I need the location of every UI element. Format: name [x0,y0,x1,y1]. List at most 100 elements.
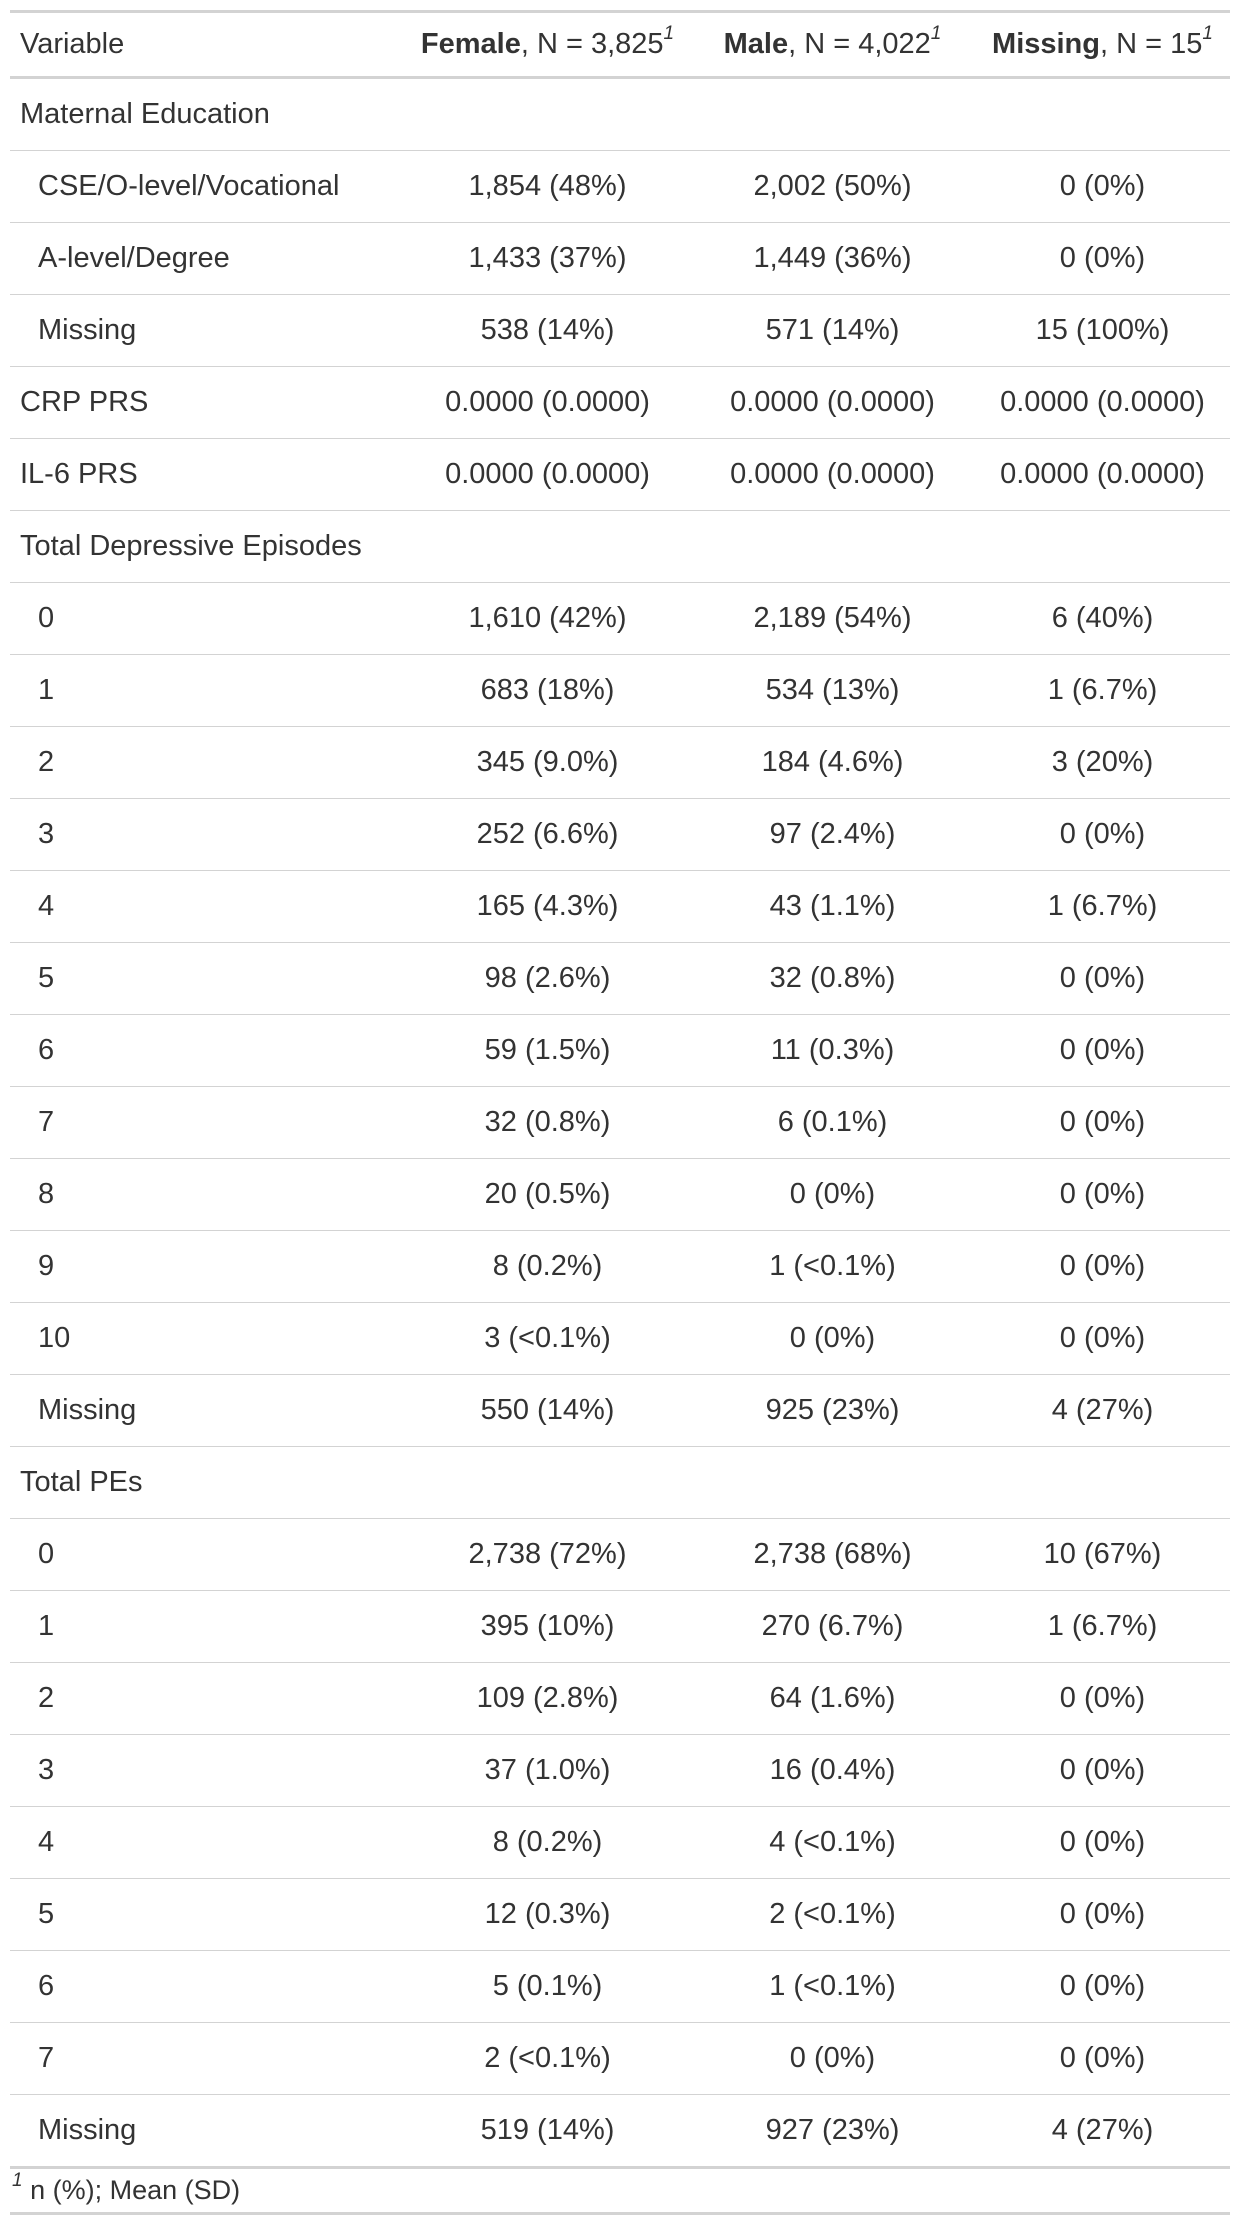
cell-value: 0 (0%) [975,1878,1230,1951]
row-label: 0 [10,1518,405,1591]
row-label: 6 [10,1950,405,2023]
cell-value [975,1446,1230,1519]
cell-value: 0 (0%) [975,798,1230,871]
cell-value: 927 (23%) [690,2094,975,2169]
row-label: 4 [10,1806,405,1879]
cell-value: 0.0000 (0.0000) [405,366,690,439]
row-label: CRP PRS [10,366,405,439]
row-label: 8 [10,1158,405,1231]
cell-value: 6 (40%) [975,582,1230,655]
table-row: 1 395 (10%) 270 (6.7%) 1 (6.7%) [10,1590,1230,1663]
header-female: Female, N = 3,8251 [405,10,690,79]
header-variable: Variable [10,10,405,79]
cell-value: 1 (<0.1%) [690,1950,975,2023]
cell-value: 0 (0%) [975,1158,1230,1231]
table-row: 3 252 (6.6%) 97 (2.4%) 0 (0%) [10,798,1230,871]
table-group-row: Total PEs [10,1446,1230,1519]
cell-value: 98 (2.6%) [405,942,690,1015]
table-row: 2 109 (2.8%) 64 (1.6%) 0 (0%) [10,1662,1230,1735]
cell-value: 12 (0.3%) [405,1878,690,1951]
cell-value: 270 (6.7%) [690,1590,975,1663]
row-label: 5 [10,1878,405,1951]
row-label: 1 [10,654,405,727]
cell-value: 0.0000 (0.0000) [690,438,975,511]
cell-value: 109 (2.8%) [405,1662,690,1735]
cell-value: 32 (0.8%) [405,1086,690,1159]
cell-value: 2 (<0.1%) [690,1878,975,1951]
table-row: 5 12 (0.3%) 2 (<0.1%) 0 (0%) [10,1878,1230,1951]
header-group-name: Male [723,28,789,60]
cell-value: 2,002 (50%) [690,150,975,223]
row-label: 6 [10,1014,405,1087]
cell-value: 0 (0%) [690,1302,975,1375]
cell-value: 0 (0%) [975,942,1230,1015]
table-row: CRP PRS 0.0000 (0.0000) 0.0000 (0.0000) 0.0… [10,366,1230,439]
header-missing: Missing, N = 151 [975,10,1230,79]
cell-value: 43 (1.1%) [690,870,975,943]
table-row: 2 345 (9.0%) 184 (4.6%) 3 (20%) [10,726,1230,799]
cell-value: 2 (<0.1%) [405,2022,690,2095]
cell-value: 683 (18%) [405,654,690,727]
header-group-name: Missing [992,28,1100,60]
table-footnote: 1 n (%); Mean (SD) [10,2169,1230,2215]
cell-value: 0 (0%) [975,150,1230,223]
row-label: 9 [10,1230,405,1303]
cell-value [405,77,690,151]
cell-value: 550 (14%) [405,1374,690,1447]
footnote-mark: 1 [930,23,942,45]
cell-value: 1 (<0.1%) [690,1230,975,1303]
table-row: 7 32 (0.8%) 6 (0.1%) 0 (0%) [10,1086,1230,1159]
row-label: Total PEs [10,1446,405,1519]
cell-value: 1,449 (36%) [690,222,975,295]
table-group-row: Maternal Education [10,77,1230,151]
table-row: Missing 519 (14%) 927 (23%) 4 (27%) [10,2094,1230,2169]
cell-value [690,1446,975,1519]
table-row: A-level/Degree 1,433 (37%) 1,449 (36%) 0 (0… [10,222,1230,295]
footnote-mark: 1 [663,23,675,45]
row-label: 1 [10,1590,405,1663]
header-group-n: , N = 4,022 [788,28,931,60]
row-label: Missing [10,1374,405,1447]
cell-value: 1,854 (48%) [405,150,690,223]
summary-table: Variable Female, N = 3,8251 Male, N = 4,… [10,10,1230,2169]
footnote-mark: 1 [1202,23,1213,45]
cell-value: 6 (0.1%) [690,1086,975,1159]
cell-value: 97 (2.4%) [690,798,975,871]
cell-value: 32 (0.8%) [690,942,975,1015]
table-row: 6 59 (1.5%) 11 (0.3%) 0 (0%) [10,1014,1230,1087]
cell-value [975,510,1230,583]
footnote-mark: 1 [12,2170,23,2191]
cell-value: 0 (0%) [975,1734,1230,1807]
cell-value: 0 (0%) [975,1950,1230,2023]
cell-value: 0 (0%) [975,2022,1230,2095]
cell-value: 1,433 (37%) [405,222,690,295]
cell-value: 8 (0.2%) [405,1806,690,1879]
cell-value: 0 (0%) [690,2022,975,2095]
cell-value: 3 (20%) [975,726,1230,799]
header-group-n: , N = 15 [1100,28,1203,60]
cell-value: 0 (0%) [975,1662,1230,1735]
table-row: Missing 550 (14%) 925 (23%) 4 (27%) [10,1374,1230,1447]
table-header-row: Variable Female, N = 3,8251 Male, N = 4,… [10,10,1230,79]
row-label: Total Depressive Episodes [10,510,405,583]
cell-value [405,510,690,583]
table-row: 0 2,738 (72%) 2,738 (68%) 10 (67%) [10,1518,1230,1591]
table-row: 0 1,610 (42%) 2,189 (54%) 6 (40%) [10,582,1230,655]
cell-value: 1 (6.7%) [975,1590,1230,1663]
cell-value: 2,738 (68%) [690,1518,975,1591]
cell-value: 538 (14%) [405,294,690,367]
cell-value: 0.0000 (0.0000) [975,366,1230,439]
header-male: Male, N = 4,0221 [690,10,975,79]
cell-value: 534 (13%) [690,654,975,727]
cell-value: 0 (0%) [975,1230,1230,1303]
row-label: 3 [10,798,405,871]
header-group-name: Female [420,28,521,60]
row-label: 3 [10,1734,405,1807]
table-row: 5 98 (2.6%) 32 (0.8%) 0 (0%) [10,942,1230,1015]
cell-value: 3 (<0.1%) [405,1302,690,1375]
row-label: Maternal Education [10,77,405,151]
cell-value: 15 (100%) [975,294,1230,367]
